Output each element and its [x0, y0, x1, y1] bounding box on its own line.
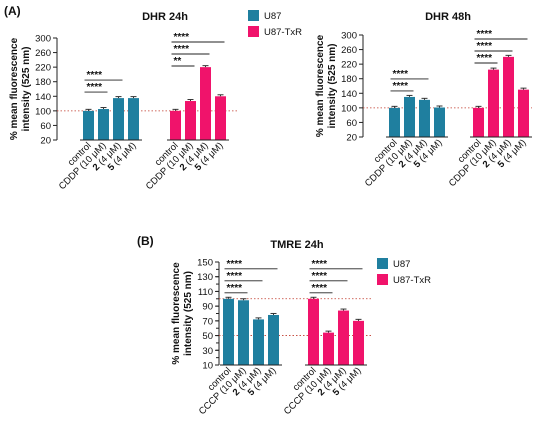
chart-title: DHR 24h	[142, 11, 188, 23]
y-tick-label: 140	[35, 92, 51, 103]
bar-u87-txr-0	[170, 110, 181, 140]
significance-label: ****	[174, 44, 190, 55]
significance-label: ****	[227, 283, 243, 294]
y-axis-label: % mean fluorescenceintensity (525 nm)	[9, 37, 32, 140]
legend-swatch-txr-a	[248, 26, 259, 37]
y-axis-label: % mean fluorescenceintensity (525 nm)	[171, 262, 194, 365]
bar-u87-3	[268, 314, 279, 365]
y-tick-label: 20	[346, 133, 357, 144]
y-tick-label: 260	[35, 48, 51, 59]
significance-label: ****	[393, 69, 409, 80]
bar-u87-0	[83, 110, 94, 140]
bar-u87-txr-3	[215, 96, 226, 140]
y-tick-label: 50	[202, 331, 213, 342]
bar-u87-txr-2	[503, 56, 514, 137]
legend-swatch-txr-b	[377, 274, 388, 285]
bar-u87-0	[389, 107, 400, 137]
y-axis-label-line-2: intensity (525 nm)	[327, 43, 338, 128]
significance-label: ****	[227, 259, 243, 270]
bar-u87-2	[113, 98, 124, 140]
bar-u87-txr-3	[353, 320, 364, 365]
legend-label-u87-b: U87	[393, 259, 410, 270]
category-label-bold: 2	[231, 387, 243, 399]
y-tick-label: 300	[35, 34, 51, 45]
significance-label: ****	[312, 283, 328, 294]
category-label-bold: 2	[481, 159, 493, 171]
y-tick-label: 140	[341, 89, 357, 100]
y-tick-label: 260	[341, 45, 357, 56]
y-tick-label: 150	[197, 258, 213, 269]
bar-u87-1	[98, 109, 109, 140]
significance-label: ****	[477, 53, 493, 64]
significance-label: ****	[87, 70, 103, 81]
y-axis-label-line-2: intensity (525 nm)	[21, 46, 32, 131]
significance-label: ****	[477, 41, 493, 52]
category-label-bold: 2	[178, 162, 190, 174]
bar-u87-txr-1	[185, 101, 196, 140]
significance-label: ****	[312, 259, 328, 270]
category-label-bold: 2	[316, 387, 328, 399]
y-tick-label: 30	[202, 346, 213, 357]
legend-swatch-u87-a	[248, 10, 259, 21]
category-label-bold: 2	[397, 159, 409, 171]
bar-u87-0	[223, 298, 234, 365]
bar-u87-2	[419, 99, 430, 137]
y-tick-label: 110	[198, 287, 213, 298]
bar-u87-1	[404, 96, 415, 137]
significance-label: ****	[477, 29, 493, 40]
legend-label-txr-b: U87-TxR	[393, 275, 431, 286]
legend-a: U87 U87-TxR	[248, 10, 302, 38]
bar-u87-3	[128, 98, 139, 140]
y-axis-label-line-1: % mean fluorescence	[315, 34, 326, 137]
bar-u87-2	[253, 319, 264, 365]
y-tick-label: 130	[197, 272, 213, 283]
panel-label-a: (A)	[4, 4, 21, 18]
y-tick-label: 180	[341, 74, 357, 85]
panel-label-b: (B)	[137, 234, 154, 248]
bar-u87-3	[434, 107, 445, 137]
bar-u87-1	[238, 300, 249, 365]
significance-label: ****	[87, 82, 103, 93]
bar-u87-txr-1	[323, 332, 334, 365]
y-tick-label: 60	[40, 121, 51, 132]
bar-u87-txr-1	[488, 69, 499, 137]
significance-label: ****	[174, 32, 190, 43]
significance-label: **	[174, 56, 182, 67]
y-tick-label: 100	[341, 103, 357, 114]
y-tick-label: 70	[202, 316, 213, 327]
y-tick-label: 20	[40, 136, 51, 147]
legend-b: U87 U87-TxR	[377, 258, 431, 286]
y-axis-label: % mean fluorescenceintensity (525 nm)	[315, 34, 338, 137]
y-tick-label: 100	[35, 106, 51, 117]
legend-label-txr-a: U87-TxR	[264, 27, 302, 38]
y-tick-label: 220	[341, 60, 357, 71]
legend-label-u87-a: U87	[264, 11, 281, 22]
y-axis-label-line-2: intensity (525 nm)	[183, 271, 194, 356]
bar-u87-txr-0	[473, 107, 484, 137]
bar-u87-txr-2	[338, 310, 349, 365]
chart-title: DHR 48h	[425, 11, 471, 23]
significance-label: ****	[227, 271, 243, 282]
significance-label: ****	[312, 271, 328, 282]
y-tick-label: 90	[202, 302, 213, 313]
y-tick-label: 180	[35, 77, 51, 88]
chart-tmre-24h: TMRE 24h % mean fluorescenceintensity (52…	[171, 239, 372, 417]
category-label-bold: 2	[91, 162, 103, 174]
y-tick-label: 10	[202, 361, 213, 372]
legend-swatch-u87-b	[377, 258, 388, 269]
bar-u87-txr-2	[200, 67, 211, 140]
y-axis-label-line-1: % mean fluorescence	[9, 37, 20, 140]
chart-dhr-24h: DHR 24h % mean fluorescenceintensity (525…	[9, 11, 237, 192]
y-axis-label-line-1: % mean fluorescence	[171, 262, 182, 365]
significance-label: ****	[393, 81, 409, 92]
y-tick-label: 220	[35, 63, 51, 74]
chart-dhr-48h: DHR 48h % mean fluorescenceintensity (525…	[315, 11, 532, 189]
bar-u87-txr-0	[308, 298, 319, 365]
bar-u87-txr-3	[518, 89, 529, 137]
y-tick-label: 300	[341, 31, 357, 42]
y-tick-label: 60	[346, 118, 357, 129]
chart-title: TMRE 24h	[270, 239, 323, 251]
